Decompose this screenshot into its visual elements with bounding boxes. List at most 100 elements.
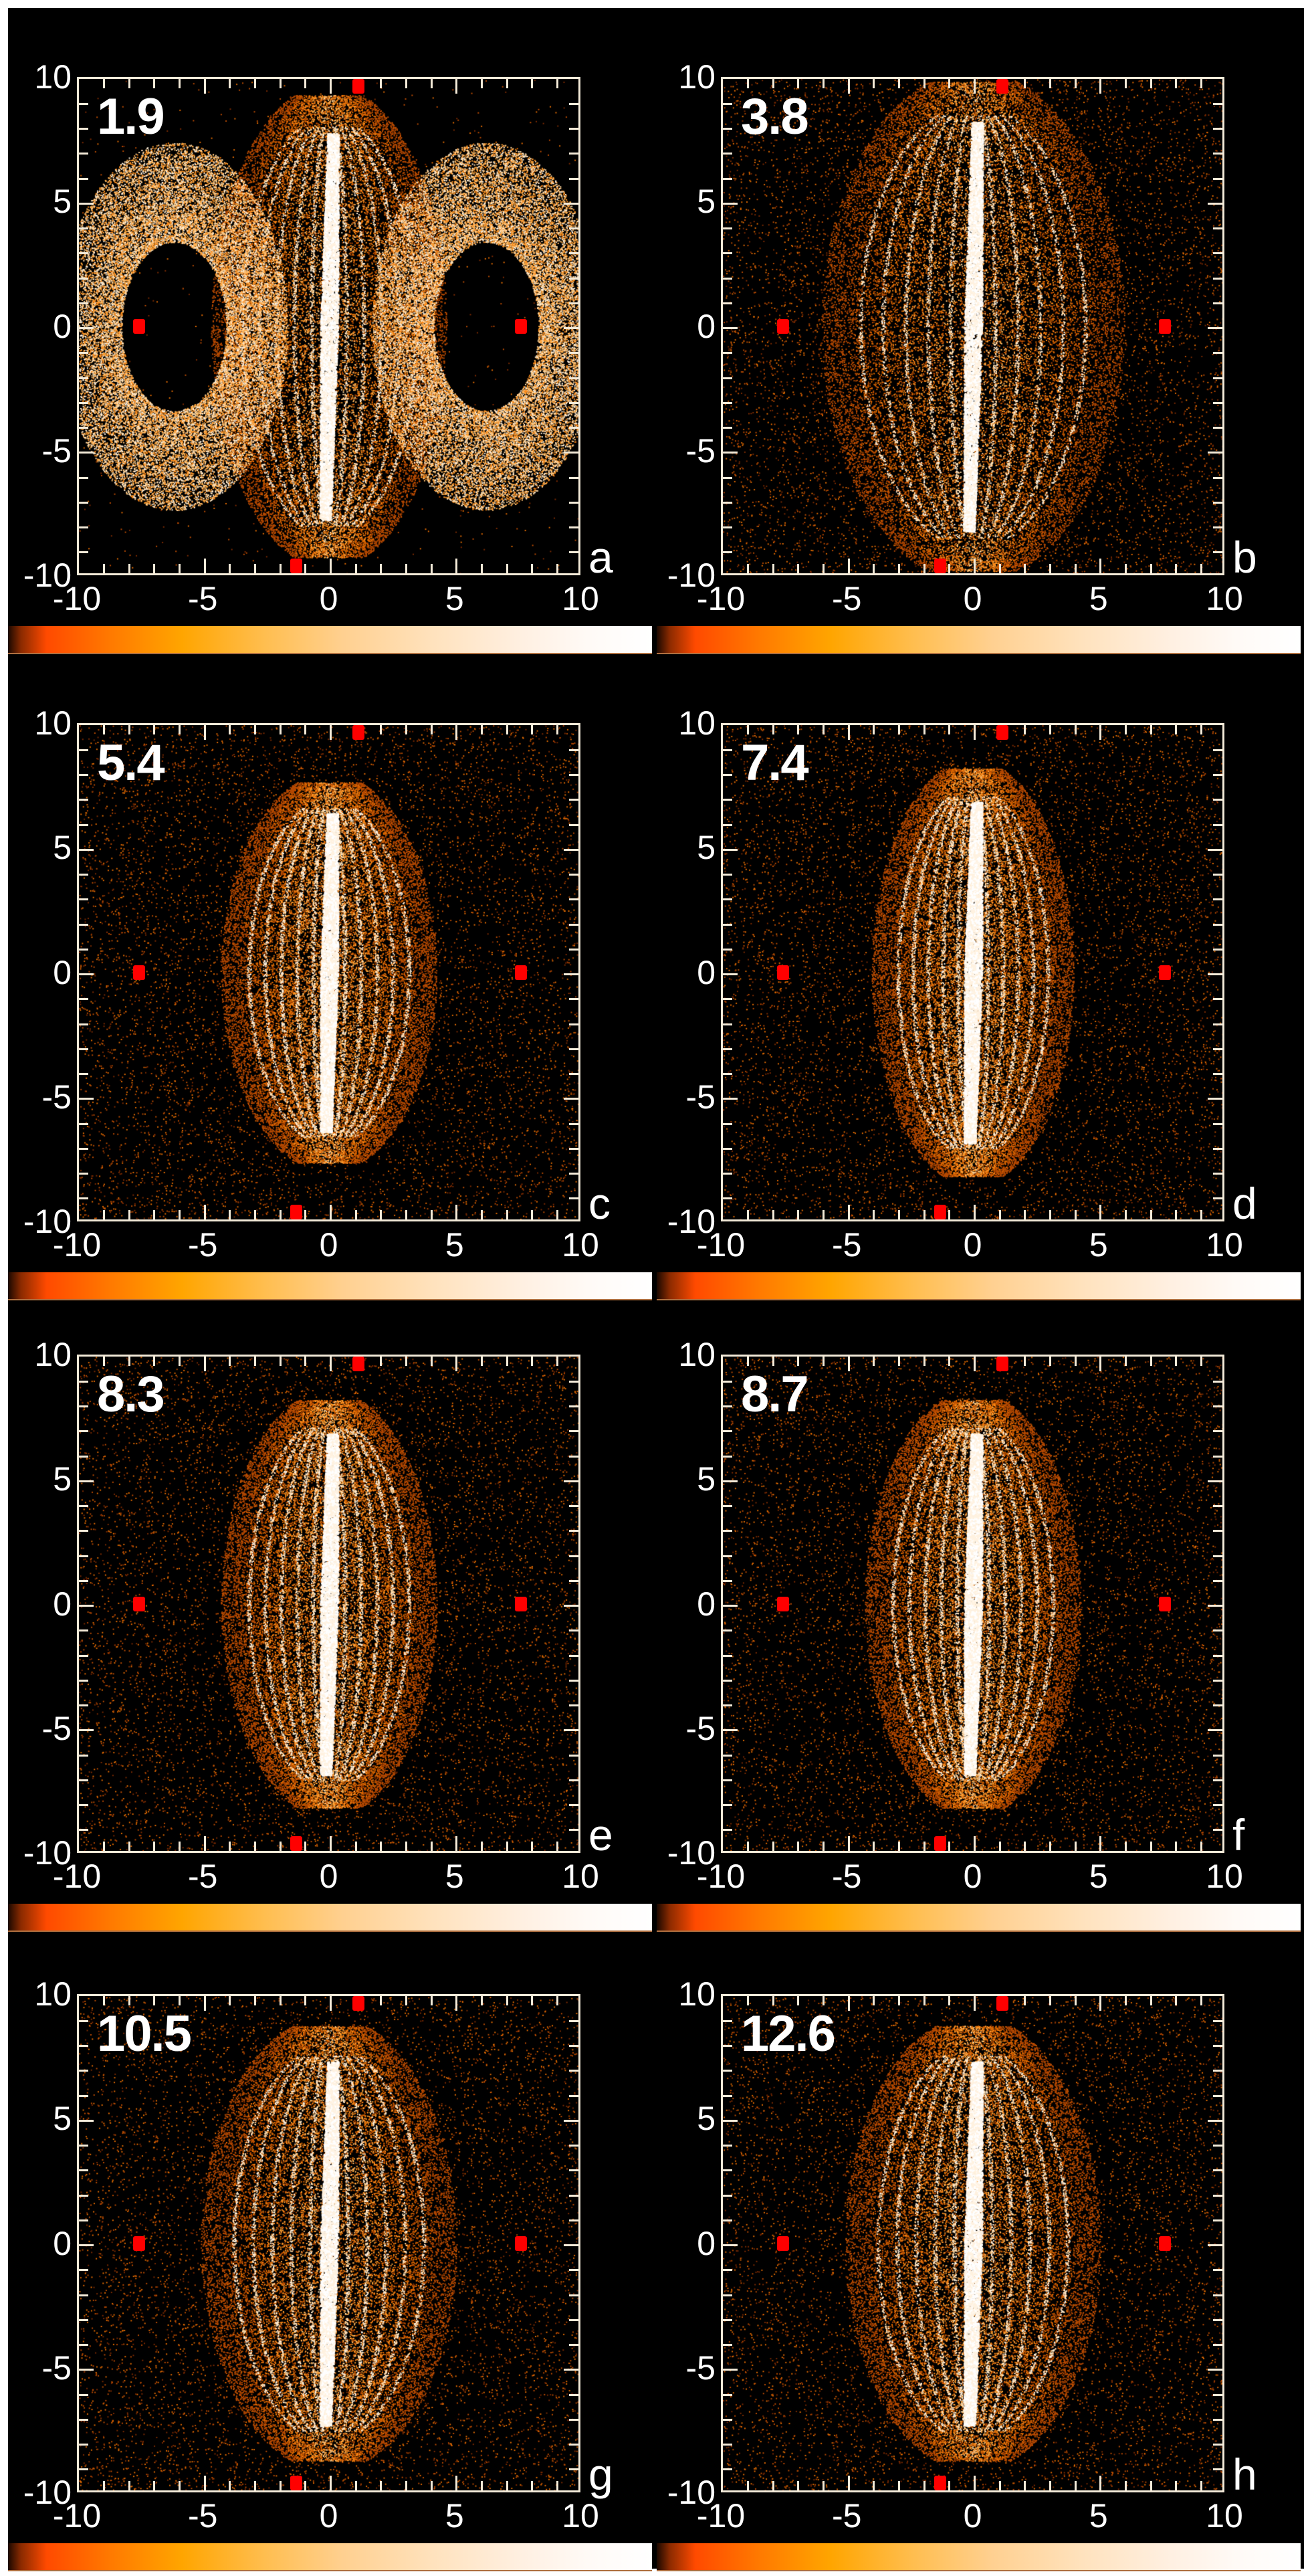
tick-mark	[723, 1754, 732, 1757]
y-tick-label: 0	[53, 953, 72, 991]
tick-mark	[330, 1357, 332, 1371]
reference-marker	[515, 965, 528, 980]
reference-marker	[515, 2236, 528, 2251]
x-tick-label: 0	[319, 1858, 338, 1895]
tick-mark	[898, 725, 901, 734]
tick-mark	[723, 1829, 732, 1831]
tick-mark	[923, 564, 925, 573]
tick-mark	[772, 725, 774, 734]
tick-mark	[1213, 1754, 1222, 1757]
tick-mark	[79, 2045, 88, 2047]
tick-mark	[203, 2476, 206, 2490]
tick-mark	[723, 2318, 732, 2321]
tick-mark	[1213, 1579, 1222, 1582]
tick-mark	[974, 1205, 976, 1219]
tick-mark	[79, 1480, 94, 1482]
tick-mark	[79, 277, 88, 280]
tick-mark	[823, 1357, 825, 1366]
tick-mark	[506, 2481, 508, 2490]
reference-marker	[290, 1836, 302, 1851]
tick-mark	[430, 1842, 433, 1851]
tick-mark	[564, 1480, 578, 1482]
tick-mark	[1208, 1605, 1222, 1607]
tick-mark	[898, 1842, 901, 1851]
tick-mark	[430, 1357, 433, 1366]
tick-mark	[723, 799, 732, 801]
tick-mark	[103, 564, 106, 573]
reference-marker	[290, 1204, 302, 1219]
tick-mark	[254, 1842, 257, 1851]
density-scatter	[723, 1357, 1222, 1851]
tick-mark	[569, 1380, 578, 1383]
tick-mark	[723, 1555, 732, 1557]
tick-mark	[79, 202, 94, 205]
tick-mark	[569, 377, 578, 379]
x-tick-label: 5	[445, 580, 464, 617]
tick-mark	[948, 2481, 951, 2490]
tick-mark	[873, 79, 875, 88]
tick-mark	[79, 1023, 88, 1025]
tick-mark	[79, 501, 88, 504]
tick-mark	[556, 1357, 558, 1366]
tick-mark	[103, 2481, 106, 2490]
reference-marker	[1159, 2236, 1172, 2251]
tick-mark	[723, 526, 732, 528]
time-label: 8.3	[97, 1366, 165, 1423]
tick-mark	[1200, 79, 1202, 88]
tick-mark	[1099, 79, 1102, 94]
tick-mark	[723, 302, 732, 304]
y-tick-label: -10	[667, 557, 716, 594]
tick-mark	[1074, 725, 1077, 734]
tick-mark	[1175, 2481, 1178, 2490]
tick-mark	[723, 2468, 732, 2471]
tick-mark	[203, 559, 206, 573]
x-tick-label: 10	[562, 1858, 599, 1895]
y-tick-label: -5	[685, 1709, 716, 1747]
x-tick-label: 0	[319, 2497, 338, 2535]
x-tick-label: 10	[1206, 580, 1243, 617]
y-tick-label: 5	[53, 1460, 72, 1498]
tick-mark	[847, 1205, 850, 1219]
tick-mark	[569, 1579, 578, 1582]
tick-mark	[823, 1842, 825, 1851]
tick-mark	[330, 79, 332, 94]
tick-mark	[723, 551, 732, 554]
tick-mark	[79, 227, 88, 229]
tick-mark	[79, 1505, 88, 1507]
x-tick-label: 5	[1089, 580, 1108, 617]
tick-mark	[772, 1357, 774, 1366]
tick-mark	[79, 2119, 94, 2122]
plot-area	[77, 1355, 580, 1853]
tick-mark	[79, 2244, 94, 2246]
tick-mark	[1208, 452, 1222, 454]
y-tick-label: 5	[697, 1460, 716, 1498]
tick-mark	[723, 1579, 732, 1582]
tick-mark	[1213, 551, 1222, 554]
panel-letter: g	[588, 2450, 613, 2499]
tick-mark	[723, 252, 732, 255]
tick-mark	[723, 1405, 732, 1407]
tick-mark	[153, 564, 156, 573]
tick-mark	[1213, 948, 1222, 951]
tick-mark	[79, 948, 88, 951]
tick-mark	[569, 1430, 578, 1433]
tick-mark	[304, 1996, 307, 2005]
tick-mark	[179, 1357, 181, 1366]
tick-mark	[254, 2481, 257, 2490]
tick-mark	[1213, 2444, 1222, 2446]
tick-mark	[974, 725, 976, 740]
tick-mark	[847, 2476, 850, 2490]
tick-mark	[1213, 1405, 1222, 1407]
tick-mark	[1124, 564, 1127, 573]
tick-mark	[797, 1357, 800, 1366]
tick-mark	[948, 1357, 951, 1366]
tick-mark	[569, 1679, 578, 1682]
panel-letter: d	[1232, 1179, 1257, 1228]
tick-mark	[531, 564, 534, 573]
tick-mark	[923, 79, 925, 88]
tick-mark	[723, 452, 738, 454]
tick-mark	[1213, 177, 1222, 180]
reference-marker	[352, 725, 365, 740]
tick-mark	[974, 2476, 976, 2490]
tick-mark	[1213, 1073, 1222, 1075]
